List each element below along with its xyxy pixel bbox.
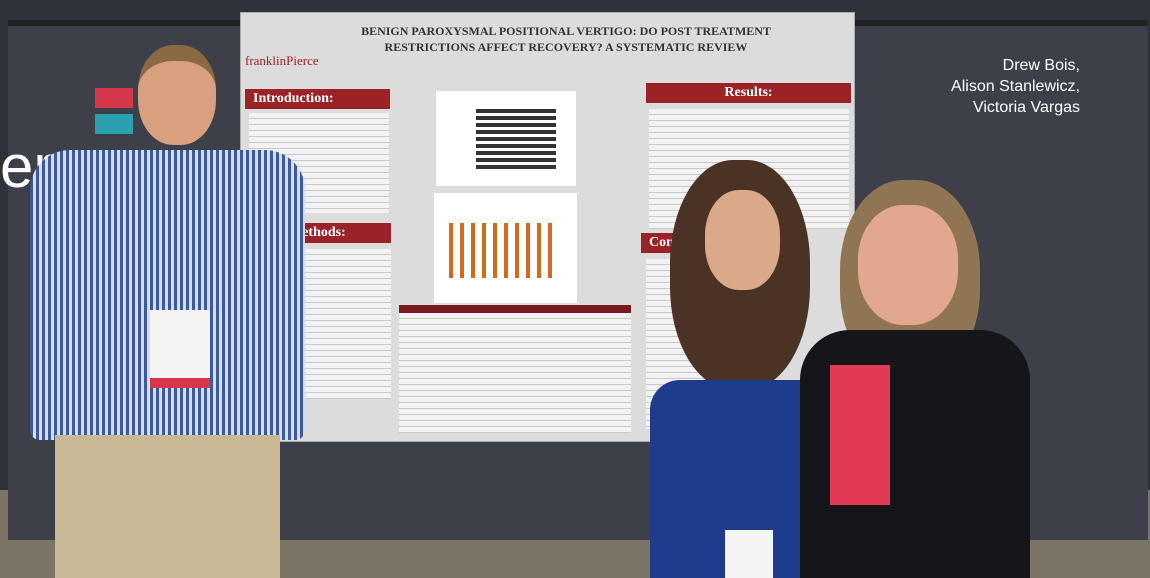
person	[20, 40, 310, 578]
sign-red	[95, 88, 133, 108]
head	[138, 45, 216, 145]
badge	[150, 310, 210, 388]
head	[705, 190, 780, 290]
table-image	[399, 305, 631, 433]
chart-bars	[449, 223, 559, 278]
caption-name: Victoria Vargas	[972, 99, 1080, 116]
section-heading: Introduction:	[245, 89, 390, 109]
sign-teal	[95, 114, 133, 134]
chart-image	[436, 91, 576, 186]
shirt	[30, 150, 305, 440]
poster-logo: franklinPierce	[245, 53, 319, 68]
table-rows	[399, 313, 631, 433]
chart-image	[434, 193, 577, 303]
poster-title: BENIGN PAROXYSMAL POSITIONAL VERTIGO: DO…	[361, 24, 771, 54]
pants	[55, 435, 280, 578]
badge	[725, 530, 773, 578]
caption-name: Drew Bois,	[1002, 57, 1080, 74]
text-block	[291, 249, 391, 399]
caption-name: Alison Stanlewicz,	[951, 78, 1080, 95]
head	[858, 205, 958, 325]
section-heading: Results:	[646, 83, 851, 103]
shirt	[830, 365, 890, 505]
caption: Drew Bois, Alison Stanlewicz, Victoria V…	[951, 55, 1080, 118]
chart-bars	[476, 109, 556, 169]
person	[800, 180, 1030, 578]
